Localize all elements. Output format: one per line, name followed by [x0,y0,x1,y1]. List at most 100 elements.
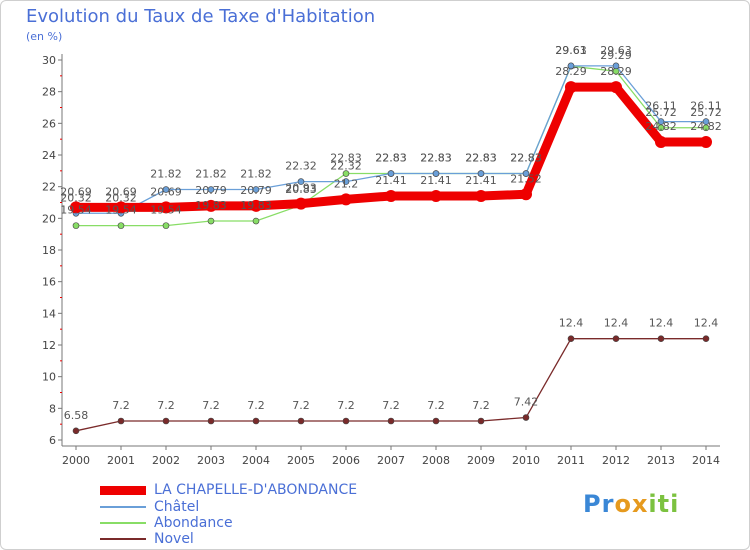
data-point-0 [70,201,82,214]
y-tick-label: 8 [49,402,56,415]
x-tick-label: 2007 [377,454,405,467]
data-label-0: 20.69 [105,185,137,198]
data-point-1 [522,170,530,177]
data-label-3: 7.2 [292,399,310,412]
data-point-0 [295,197,307,210]
x-tick-label: 2000 [62,454,90,467]
data-point-0 [340,193,352,206]
y-tick-label: 16 [42,276,56,289]
data-label-0: 21.41 [420,174,452,187]
data-point-0 [205,199,217,212]
data-label-3: 7.2 [247,399,265,412]
data-label-1: 22.83 [375,152,407,165]
logo-letter: x [631,490,649,518]
data-label-3: 7.2 [157,399,175,412]
data-label-2: 29.29 [600,49,632,62]
y-tick-label: 24 [42,149,56,162]
data-label-0: 21.41 [465,174,497,187]
data-label-1: 29.63 [600,44,632,57]
data-point-1 [432,170,440,177]
logo-letter: P [583,490,602,518]
x-tick-label: 2006 [332,454,360,467]
logo-letter: t [657,490,671,518]
legend-swatch-novel [100,538,146,540]
data-label-3: 7.42 [514,396,539,409]
data-label-0: 21.52 [510,172,542,185]
x-tick-label: 2013 [647,454,675,467]
data-point-3 [432,417,440,425]
y-tick-label: 10 [42,371,56,384]
data-label-1: 20.32 [60,191,92,204]
data-label-3: 7.2 [472,399,490,412]
data-label-1: 21.82 [240,168,272,181]
x-tick-label: 2005 [287,454,315,467]
data-point-3 [477,417,485,425]
data-label-3: 7.2 [427,399,445,412]
data-point-2 [252,217,260,225]
legend-item-novel: Novel [100,531,194,547]
data-label-1: 26.11 [690,100,722,113]
x-tick-label: 2001 [107,454,135,467]
x-tick-label: 2002 [152,454,180,467]
data-point-0 [565,81,577,94]
data-label-1: 22.32 [330,160,362,173]
data-label-1: 22.32 [285,160,317,173]
data-point-3 [72,427,80,435]
legend-item-abondance: Abondance [100,515,233,531]
data-point-3 [657,335,665,342]
y-tick-label: 22 [42,181,56,194]
y-tick-label: 28 [42,86,56,99]
data-point-0 [655,136,667,149]
data-point-2 [207,217,215,225]
data-point-1 [477,170,485,177]
data-point-3 [567,335,575,342]
data-label-0: 24.82 [690,120,722,133]
data-label-3: 7.2 [382,399,400,412]
data-label-0: 20.79 [195,184,227,197]
data-label-3: 6.58 [64,409,89,422]
data-point-1 [342,178,350,185]
proxiti-logo: Proxiti [583,490,679,518]
data-label-2: 19.83 [240,199,272,212]
data-label-3: 12.4 [694,317,719,330]
data-label-1: 29.63 [555,44,587,57]
legend-label-chatel: Châtel [154,499,200,515]
data-label-2: 22.83 [465,152,497,165]
y-tick-label: 14 [42,307,56,320]
data-point-1 [702,118,710,125]
data-point-3 [387,417,395,425]
data-point-0 [700,136,712,149]
data-label-1: 20.32 [105,191,137,204]
data-label-0: 20.69 [60,185,92,198]
x-tick-label: 2003 [197,454,225,467]
data-point-3 [162,417,170,425]
data-label-0: 20.69 [150,185,182,198]
y-tick-label: 26 [42,117,56,130]
data-point-0 [475,190,487,203]
data-point-1 [252,186,260,193]
data-label-2: 29.61 [555,44,587,57]
data-label-2: 19.54 [60,204,92,217]
data-label-2: 19.83 [195,199,227,212]
data-point-0 [385,190,397,203]
data-point-3 [252,417,260,425]
data-label-3: 12.4 [559,317,584,330]
data-label-0: 20.93 [285,182,317,195]
data-label-0: 24.82 [645,120,677,133]
data-point-1 [657,118,665,125]
x-tick-label: 2004 [242,454,270,467]
logo-letter: o [614,490,632,518]
legend-label-abondance: Abondance [154,515,233,531]
data-point-1 [612,62,620,70]
series-line-3 [75,338,706,432]
data-label-2: 22.83 [375,152,407,165]
data-point-0 [250,199,262,212]
data-point-2 [162,222,170,229]
data-point-0 [160,201,172,214]
x-tick-label: 2012 [602,454,630,467]
data-point-1 [207,186,215,193]
x-tick-label: 2008 [422,454,450,467]
data-point-0 [430,190,442,203]
data-label-1: 21.82 [195,168,227,181]
